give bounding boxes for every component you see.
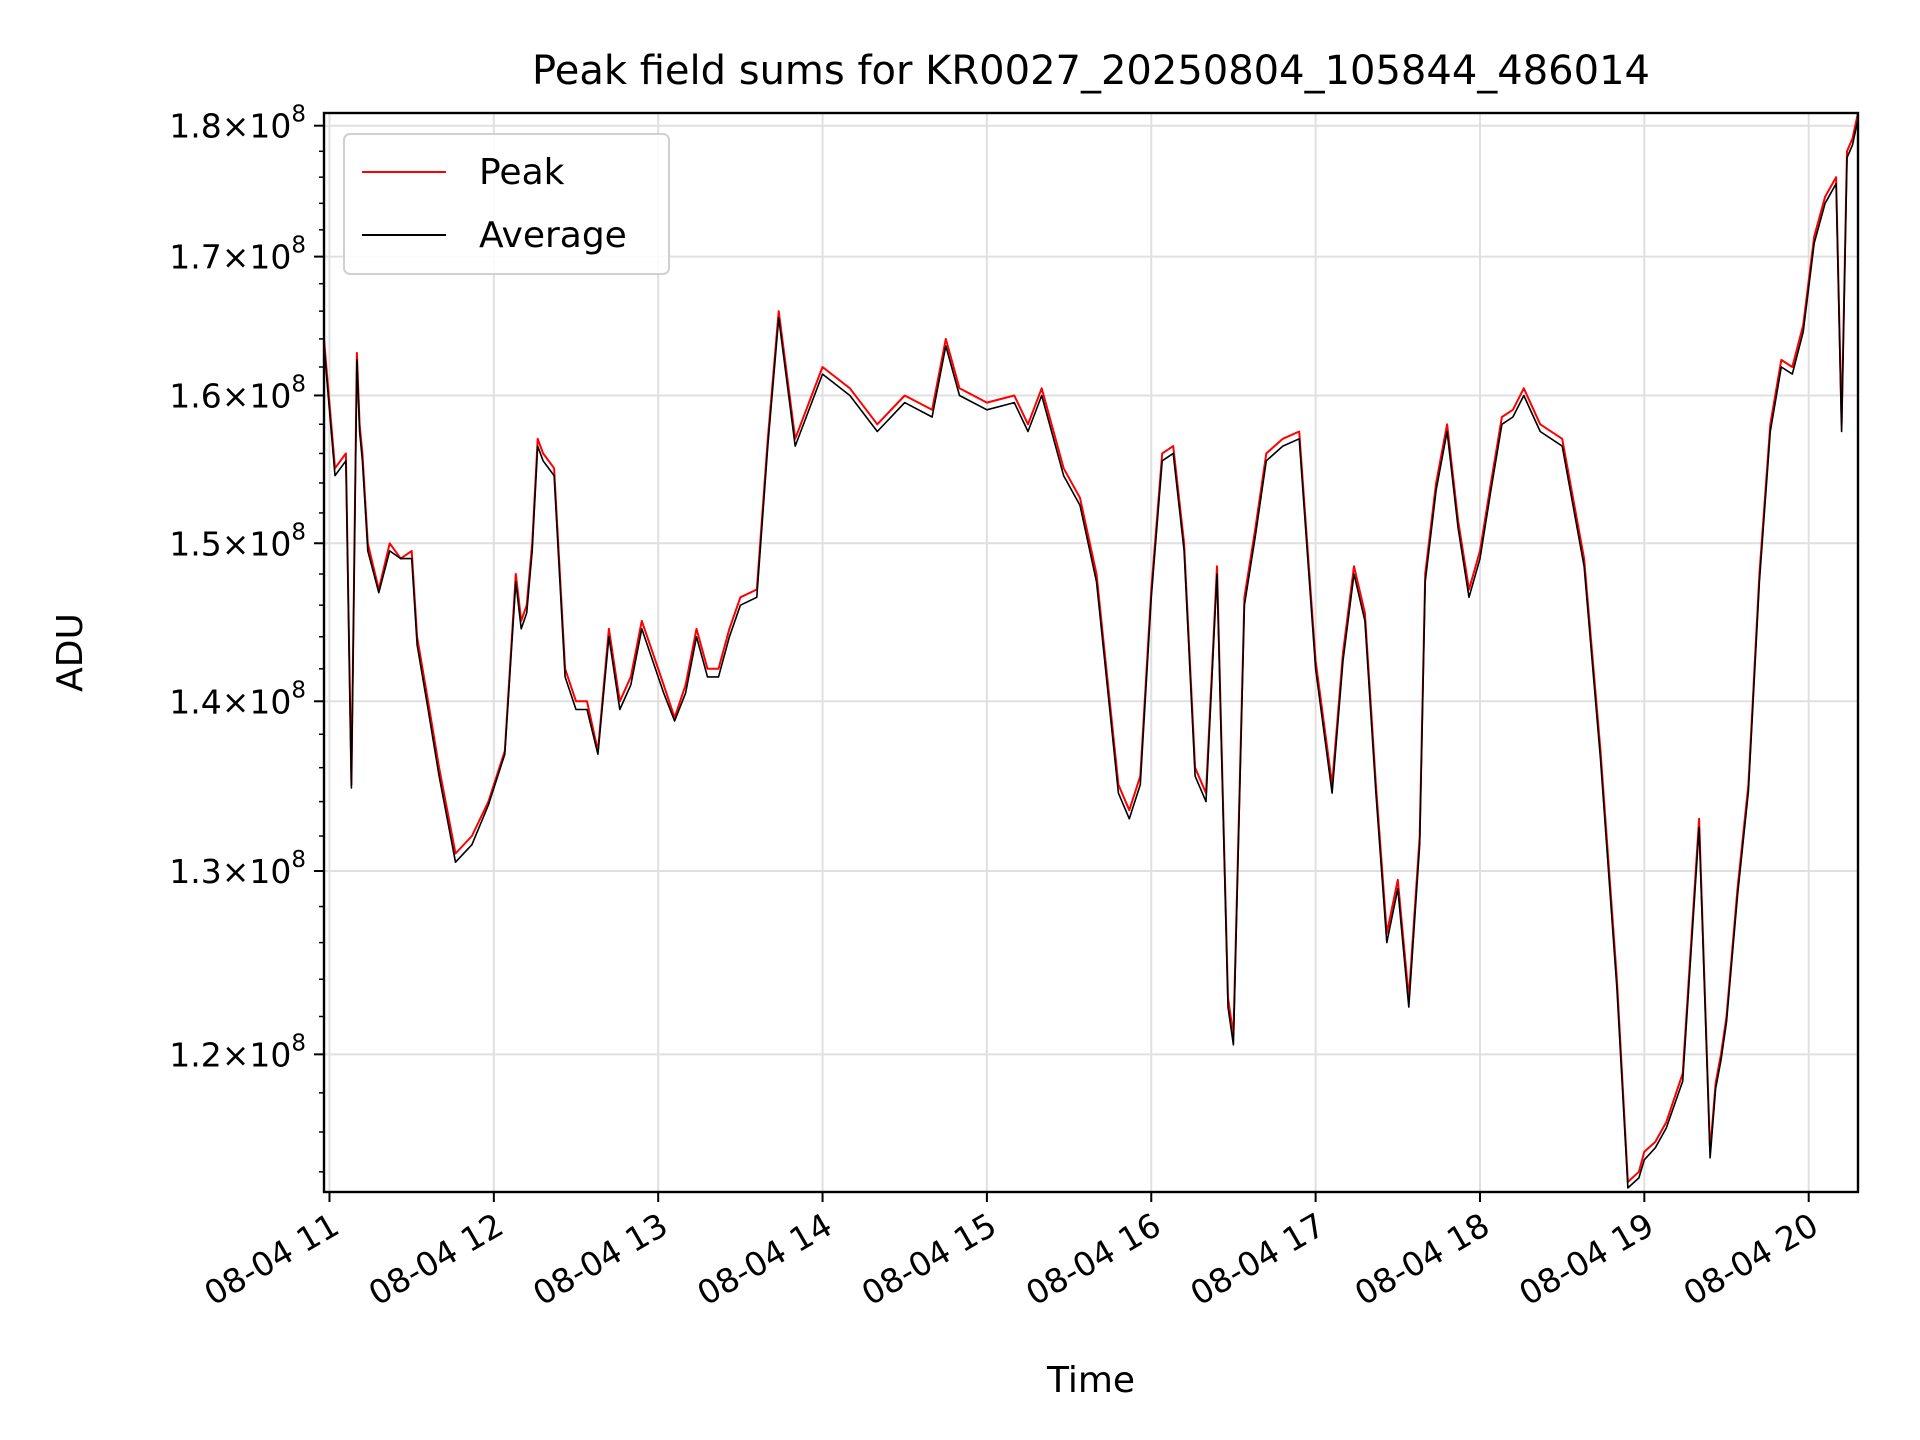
y-tick-mantissa: 1.5 — [169, 524, 221, 563]
y-tick-exponent: 8 — [291, 1030, 306, 1056]
y-tick-mantissa: 1.4 — [169, 682, 221, 721]
y-axis-ticks: 1.2×108 1.3×108 1.4×108 1.5×108 1.6×108 1.7×1… — [169, 102, 324, 1173]
y-axis-label: ADU — [50, 613, 91, 692]
y-tick-exponent: 8 — [291, 371, 306, 397]
y-tick-label: 1.6×108 — [169, 371, 306, 415]
y-tick-exponent: 8 — [291, 102, 306, 128]
y-tick-label: 1.2×108 — [169, 1030, 306, 1074]
y-tick-exponent: 8 — [291, 519, 306, 545]
x-tick-label: 08-04 15 — [855, 1205, 1003, 1313]
y-tick-exponent: 8 — [291, 233, 306, 259]
x-tick-label: 08-04 16 — [1019, 1205, 1167, 1313]
y-tick-label: 1.5×108 — [169, 519, 306, 563]
series-lines — [323, 112, 1859, 1189]
y-tick-label: 1.4×108 — [169, 677, 306, 721]
legend-box — [343, 133, 670, 275]
x-tick-label: 08-04 13 — [526, 1205, 674, 1313]
y-tick-label: 1.7×108 — [169, 233, 306, 277]
x-tick-label: 08-04 20 — [1677, 1205, 1825, 1313]
x-axis-label: Time — [1046, 1360, 1135, 1401]
chart-title: Peak field sums for KR0027_20250804_1058… — [532, 48, 1650, 94]
y-tick-mantissa: 1.8 — [169, 107, 221, 146]
x-axis-ticks: 08-04 11 08-04 12 08-04 13 08-04 14 08-04 15… — [197, 1192, 1825, 1313]
y-tick-mantissa: 1.6 — [169, 376, 221, 415]
x-tick-label: 08-04 11 — [197, 1205, 345, 1313]
x-tick-label: 08-04 17 — [1184, 1205, 1332, 1313]
y-tick-mantissa: 1.7 — [169, 238, 221, 277]
y-tick-mantissa: 1.2 — [169, 1035, 221, 1074]
series-line-average — [323, 119, 1859, 1189]
plot-frame — [322, 111, 1860, 1194]
y-tick-exponent: 8 — [291, 847, 306, 873]
x-tick-label: 08-04 18 — [1348, 1205, 1496, 1313]
x-tick-label: 08-04 19 — [1512, 1205, 1660, 1313]
y-tick-exponent: 8 — [291, 677, 306, 703]
legend-label-peak: Peak — [479, 152, 565, 193]
y-tick-label: 1.8×108 — [169, 102, 306, 146]
y-tick-mantissa: 1.3 — [169, 852, 221, 891]
legend: Peak Average — [343, 133, 670, 275]
x-tick-label: 08-04 14 — [691, 1205, 839, 1313]
gridlines — [324, 113, 1858, 1192]
x-tick-label: 08-04 12 — [362, 1205, 510, 1313]
y-tick-label: 1.3×108 — [169, 847, 306, 891]
legend-label-average: Average — [479, 215, 627, 256]
